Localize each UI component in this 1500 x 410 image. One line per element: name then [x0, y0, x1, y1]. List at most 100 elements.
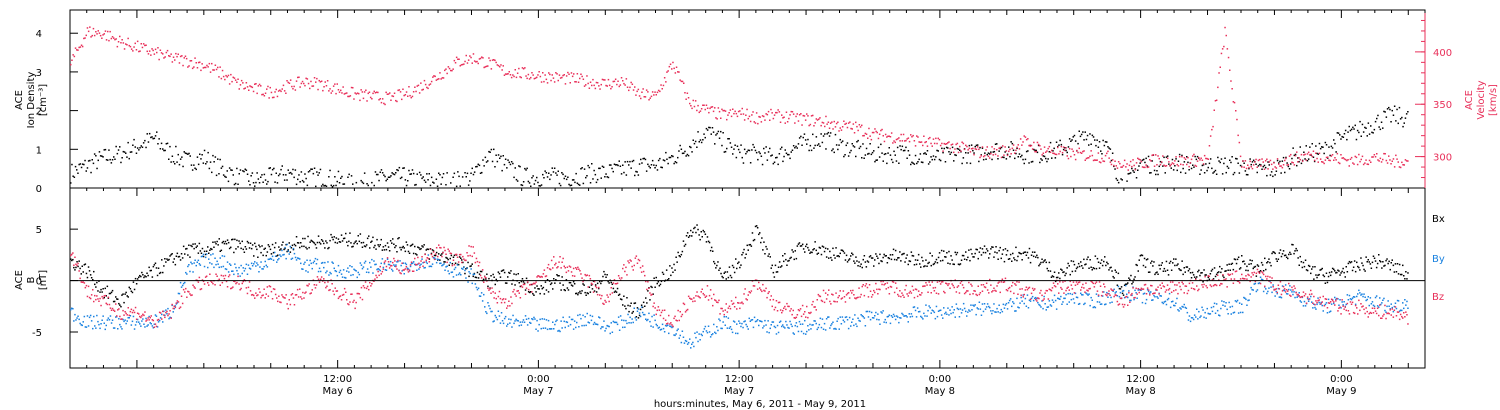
- point-Bx: [790, 256, 792, 259]
- point-Bx: [1238, 268, 1241, 270]
- top-point: [1365, 127, 1367, 129]
- point-By: [1245, 298, 1247, 301]
- point-By: [1105, 303, 1107, 305]
- top-point: [445, 184, 447, 186]
- top-point: [1280, 165, 1282, 167]
- point-Bx: [513, 273, 515, 275]
- top-point: [297, 76, 299, 79]
- top-point: [374, 171, 377, 173]
- point-By: [1038, 303, 1040, 306]
- point-Bx: [387, 246, 390, 248]
- top-point: [1260, 165, 1262, 167]
- top-point: [165, 143, 168, 145]
- point-Bx: [538, 288, 540, 290]
- point-By: [782, 324, 784, 326]
- top-point: [772, 162, 775, 165]
- point-By: [533, 316, 535, 319]
- point-Bx: [134, 277, 137, 280]
- point-By: [499, 322, 502, 324]
- point-Bz: [254, 297, 256, 299]
- point-Bx: [775, 271, 778, 273]
- top-point: [1009, 148, 1011, 151]
- point-By: [599, 317, 601, 319]
- top-point: [341, 92, 343, 94]
- point-Bx: [1005, 254, 1008, 256]
- top-point: [556, 174, 558, 176]
- point-Bx: [185, 248, 187, 250]
- top-point: [202, 67, 205, 69]
- top-point: [331, 90, 334, 92]
- top-point: [1144, 161, 1146, 164]
- top-point: [191, 67, 194, 70]
- top-point: [81, 163, 84, 165]
- point-Bz: [129, 310, 132, 313]
- top-point: [1113, 165, 1115, 168]
- point-Bx: [193, 247, 195, 250]
- top-point: [1239, 164, 1242, 167]
- top-point: [669, 63, 672, 65]
- point-Bx: [726, 271, 729, 273]
- top-point: [624, 161, 626, 163]
- top-point: [422, 176, 424, 178]
- point-By: [1392, 310, 1395, 313]
- point-Bx: [593, 290, 596, 292]
- point-By: [1090, 296, 1092, 299]
- point-Bx: [419, 248, 421, 251]
- top-point: [1101, 157, 1103, 160]
- top-point: [1085, 138, 1088, 141]
- point-Bz: [246, 292, 249, 295]
- top-point: [887, 152, 889, 154]
- point-Bx: [1195, 277, 1197, 280]
- top-point: [287, 81, 289, 84]
- point-Bx: [1218, 271, 1220, 273]
- point-Bx: [616, 287, 619, 290]
- top-point: [123, 48, 126, 50]
- top-point: [969, 162, 972, 165]
- top-point: [1291, 161, 1293, 163]
- top-point: [1042, 155, 1045, 157]
- point-By: [1306, 297, 1309, 300]
- point-By: [1282, 289, 1285, 291]
- point-Bx: [313, 242, 316, 244]
- point-Bx: [804, 251, 806, 253]
- top-point: [1146, 166, 1149, 169]
- point-By: [799, 323, 802, 325]
- point-By: [449, 261, 451, 264]
- point-By: [377, 268, 379, 270]
- top-point: [199, 61, 201, 63]
- top-point: [1024, 158, 1027, 161]
- top-point: [280, 168, 282, 171]
- point-By: [1196, 308, 1198, 310]
- bottom-panel-frame: [69, 187, 1426, 369]
- top-point: [365, 89, 367, 91]
- top-point: [162, 53, 164, 55]
- top-point: [758, 115, 760, 118]
- top-point: [209, 161, 212, 163]
- point-By: [854, 314, 856, 316]
- point-By: [835, 328, 837, 330]
- top-point: [227, 74, 230, 77]
- top-point: [899, 140, 901, 142]
- top-point: [545, 78, 548, 81]
- top-point: [935, 137, 937, 140]
- top-point: [1325, 156, 1328, 159]
- top-point: [1243, 162, 1245, 164]
- point-By: [660, 328, 663, 331]
- point-By: [1338, 304, 1340, 306]
- point-Bx: [1153, 261, 1155, 263]
- top-point: [277, 174, 280, 177]
- point-By: [1109, 302, 1111, 304]
- top-point: [129, 151, 132, 153]
- point-Bx: [733, 271, 736, 274]
- top-point: [704, 136, 706, 139]
- top-point: [489, 151, 491, 153]
- point-Bx: [457, 263, 460, 266]
- top-point: [944, 143, 947, 145]
- point-Bx: [306, 248, 308, 250]
- point-Bx: [1178, 268, 1180, 270]
- point-By: [376, 268, 378, 271]
- point-Bx: [974, 252, 976, 255]
- point-By: [1225, 302, 1227, 304]
- point-Bx: [283, 248, 285, 251]
- point-By: [817, 326, 820, 329]
